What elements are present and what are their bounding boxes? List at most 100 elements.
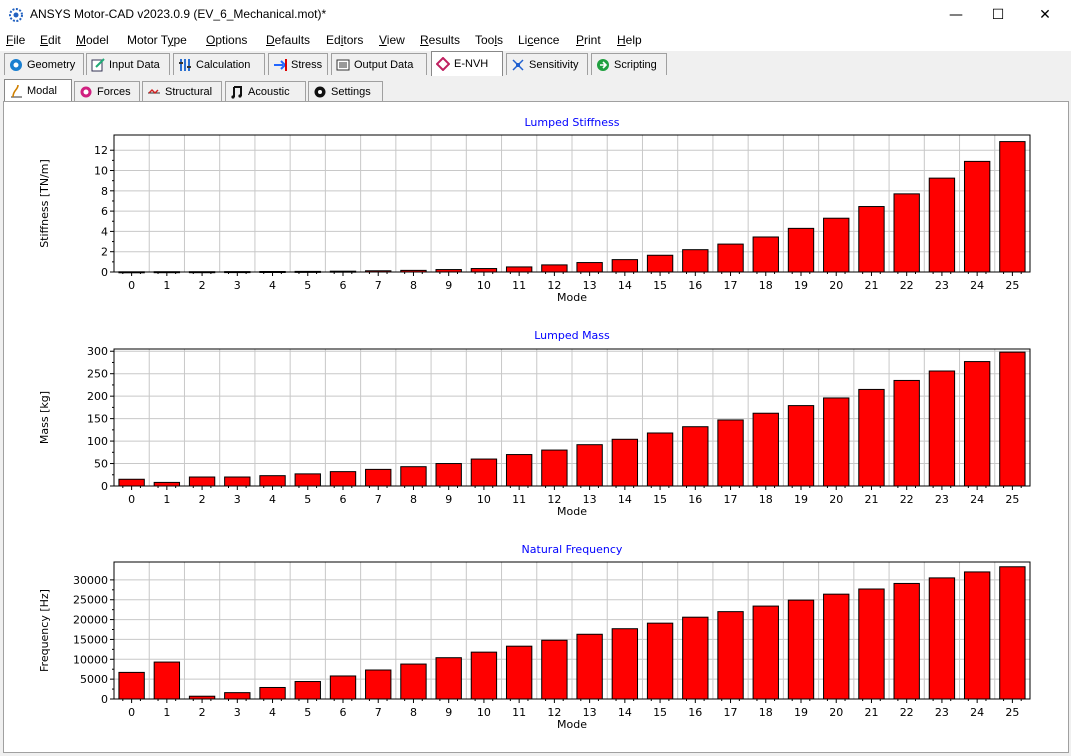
x-tick-label: 13 xyxy=(583,706,597,719)
bar xyxy=(963,571,991,700)
close-button[interactable]: ✕ xyxy=(1039,7,1051,23)
menu-file[interactable]: File xyxy=(6,33,26,47)
bar xyxy=(329,471,357,487)
bar xyxy=(153,661,181,700)
menu-edit[interactable]: Edit xyxy=(40,33,61,47)
x-tick-label: 17 xyxy=(724,493,738,506)
menu-tools[interactable]: Tools xyxy=(475,33,504,47)
x-tick-label: 20 xyxy=(829,706,843,719)
x-tick-label: 14 xyxy=(618,706,632,719)
bar xyxy=(858,388,885,487)
x-tick-label: 19 xyxy=(794,279,808,292)
menu-help[interactable]: Help xyxy=(617,33,642,47)
bar xyxy=(541,639,568,700)
x-tick-label: 23 xyxy=(935,706,949,719)
subtab-modal[interactable]: Modal xyxy=(4,79,72,102)
bar xyxy=(752,236,779,273)
bar xyxy=(505,645,533,700)
subtab-settings[interactable]: Settings xyxy=(308,81,383,101)
x-tick-label: 0 xyxy=(128,706,135,719)
maximize-button[interactable]: ☐ xyxy=(991,7,1005,23)
menu-model[interactable]: Model xyxy=(76,33,109,47)
plot-frame xyxy=(113,561,1031,700)
subtab-acoustic[interactable]: Acoustic xyxy=(225,81,306,101)
tab-label: Acoustic xyxy=(248,85,290,98)
bar xyxy=(435,463,462,487)
x-tick-label: 1 xyxy=(163,279,170,292)
x-tick-label: 15 xyxy=(653,706,667,719)
bar xyxy=(541,449,568,487)
tab-label: Structural xyxy=(165,85,213,98)
x-tick-label: 5 xyxy=(304,493,311,506)
y-axis-label: Mass [kg] xyxy=(38,391,51,444)
tab-label: Modal xyxy=(27,85,57,97)
bar xyxy=(294,473,321,487)
menu-print[interactable]: Print xyxy=(576,33,601,47)
bar xyxy=(611,438,639,487)
x-tick-label: 19 xyxy=(794,493,808,506)
x-tick-label: 17 xyxy=(724,279,738,292)
x-tick-label: 22 xyxy=(900,279,914,292)
tab-input-data[interactable]: Input Data xyxy=(86,53,170,75)
x-tick-label: 25 xyxy=(1005,279,1019,292)
tab-sensitivity[interactable]: Sensitivity xyxy=(506,53,588,75)
tab-scripting[interactable]: Scripting xyxy=(591,53,667,75)
bar xyxy=(576,444,603,487)
input-data-icon xyxy=(91,57,105,72)
modal-results-panel: Lumped Stiffness 0 2 4 6 8 10 12 0 1 2 3 4 5 6 7 8 9 10 11 1… xyxy=(3,101,1069,753)
bar xyxy=(259,686,286,700)
x-tick-label: 16 xyxy=(688,279,702,292)
menu-results[interactable]: Results xyxy=(420,33,461,47)
y-tick-label: 4 xyxy=(101,225,108,238)
x-tick-label: 22 xyxy=(900,706,914,719)
x-tick-label: 5 xyxy=(304,706,311,719)
tab-label: E-NVH xyxy=(454,58,489,70)
bar xyxy=(611,628,639,700)
tab-e-nvh[interactable]: E-NVH xyxy=(431,51,503,76)
x-tick-label: 7 xyxy=(375,279,382,292)
y-tick-label: 300 xyxy=(87,345,108,358)
tab-output-data[interactable]: Output Data xyxy=(331,53,427,75)
x-tick-label: 16 xyxy=(688,706,702,719)
menu-licence[interactable]: Licence xyxy=(518,33,560,47)
menu-view[interactable]: View xyxy=(379,33,405,47)
menu-options[interactable]: Options xyxy=(206,33,248,47)
x-tick-label: 2 xyxy=(199,279,206,292)
menu-editors[interactable]: Editors xyxy=(326,33,364,47)
minimize-button[interactable]: — xyxy=(949,7,963,23)
bar xyxy=(611,259,639,273)
x-tick-label: 0 xyxy=(128,493,135,506)
y-tick-label: 10 xyxy=(94,165,108,178)
bar xyxy=(928,370,956,487)
bar xyxy=(717,611,744,700)
x-tick-label: 22 xyxy=(900,493,914,506)
bar xyxy=(682,616,709,700)
x-tick-label: 8 xyxy=(410,493,417,506)
y-tick-label: 200 xyxy=(87,390,108,403)
modal-icon xyxy=(9,84,23,98)
bar xyxy=(928,177,956,273)
subtab-structural[interactable]: Structural xyxy=(142,81,222,101)
bar xyxy=(893,582,920,700)
x-tick-label: 18 xyxy=(759,279,773,292)
bar xyxy=(294,681,321,700)
bar xyxy=(646,432,674,487)
tab-calculation[interactable]: Calculation xyxy=(173,53,265,75)
x-tick-label: 12 xyxy=(547,493,561,506)
y-tick-label: 250 xyxy=(87,368,108,381)
tab-stress[interactable]: Stress xyxy=(268,53,328,75)
x-tick-label: 6 xyxy=(340,279,347,292)
bar xyxy=(858,206,885,273)
bar xyxy=(963,361,991,487)
x-tick-label: 7 xyxy=(375,706,382,719)
menu-defaults[interactable]: Defaults xyxy=(266,33,311,47)
bar xyxy=(400,466,427,487)
subtab-forces[interactable]: Forces xyxy=(74,81,140,101)
y-tick-label: 12 xyxy=(94,144,108,157)
tab-geometry[interactable]: Geometry xyxy=(4,53,84,75)
x-tick-label: 14 xyxy=(618,279,632,292)
menu-motor-type[interactable]: Motor Type xyxy=(127,33,187,47)
x-tick-label: 9 xyxy=(445,493,452,506)
x-tick-label: 9 xyxy=(445,706,452,719)
